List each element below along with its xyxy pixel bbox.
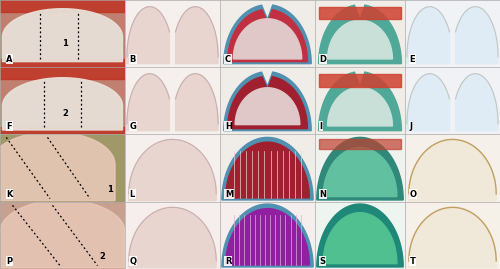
Polygon shape <box>318 72 402 131</box>
Polygon shape <box>407 74 450 131</box>
Text: M: M <box>225 190 233 199</box>
Polygon shape <box>328 87 392 126</box>
Polygon shape <box>409 207 496 268</box>
Polygon shape <box>226 142 310 198</box>
Text: G: G <box>130 122 136 131</box>
Text: 2: 2 <box>100 252 105 261</box>
Text: 1: 1 <box>107 185 113 194</box>
Text: K: K <box>6 190 12 199</box>
Polygon shape <box>317 204 403 267</box>
Text: S: S <box>320 257 326 266</box>
Text: E: E <box>410 55 416 64</box>
Text: R: R <box>225 257 231 266</box>
Polygon shape <box>318 139 402 149</box>
Polygon shape <box>228 10 308 62</box>
Polygon shape <box>0 67 125 79</box>
Text: I: I <box>320 122 322 131</box>
Text: C: C <box>225 55 231 64</box>
Polygon shape <box>222 137 313 200</box>
Polygon shape <box>235 88 300 125</box>
Polygon shape <box>328 20 392 59</box>
Polygon shape <box>0 0 125 12</box>
Text: J: J <box>410 122 413 131</box>
Text: A: A <box>6 55 13 64</box>
Polygon shape <box>318 74 402 87</box>
Polygon shape <box>224 5 311 64</box>
Text: F: F <box>6 122 12 131</box>
Polygon shape <box>2 9 122 62</box>
Polygon shape <box>127 7 170 64</box>
Polygon shape <box>409 139 496 201</box>
Polygon shape <box>234 19 302 59</box>
Polygon shape <box>222 204 313 267</box>
Polygon shape <box>224 72 311 131</box>
Polygon shape <box>176 74 218 131</box>
Text: 1: 1 <box>62 39 68 48</box>
Polygon shape <box>176 7 218 64</box>
Polygon shape <box>129 139 216 201</box>
Text: T: T <box>410 257 416 266</box>
Text: B: B <box>130 55 136 64</box>
Polygon shape <box>323 148 397 197</box>
Polygon shape <box>456 7 498 64</box>
Polygon shape <box>2 78 122 130</box>
Polygon shape <box>456 74 498 131</box>
Text: D: D <box>320 55 326 64</box>
Polygon shape <box>127 74 170 131</box>
Text: N: N <box>320 190 326 199</box>
Text: P: P <box>6 257 12 266</box>
Polygon shape <box>129 207 216 268</box>
Polygon shape <box>0 59 125 67</box>
Polygon shape <box>317 137 403 200</box>
Polygon shape <box>0 132 115 201</box>
Polygon shape <box>323 213 397 264</box>
Polygon shape <box>226 209 310 265</box>
Polygon shape <box>0 200 125 268</box>
Polygon shape <box>318 7 402 19</box>
Polygon shape <box>407 7 450 64</box>
Text: 2: 2 <box>62 109 68 118</box>
Text: L: L <box>130 190 135 199</box>
Polygon shape <box>318 5 402 64</box>
Polygon shape <box>228 77 308 129</box>
Text: H: H <box>225 122 232 131</box>
Polygon shape <box>0 127 125 134</box>
Text: O: O <box>410 190 417 199</box>
Text: Q: Q <box>130 257 137 266</box>
